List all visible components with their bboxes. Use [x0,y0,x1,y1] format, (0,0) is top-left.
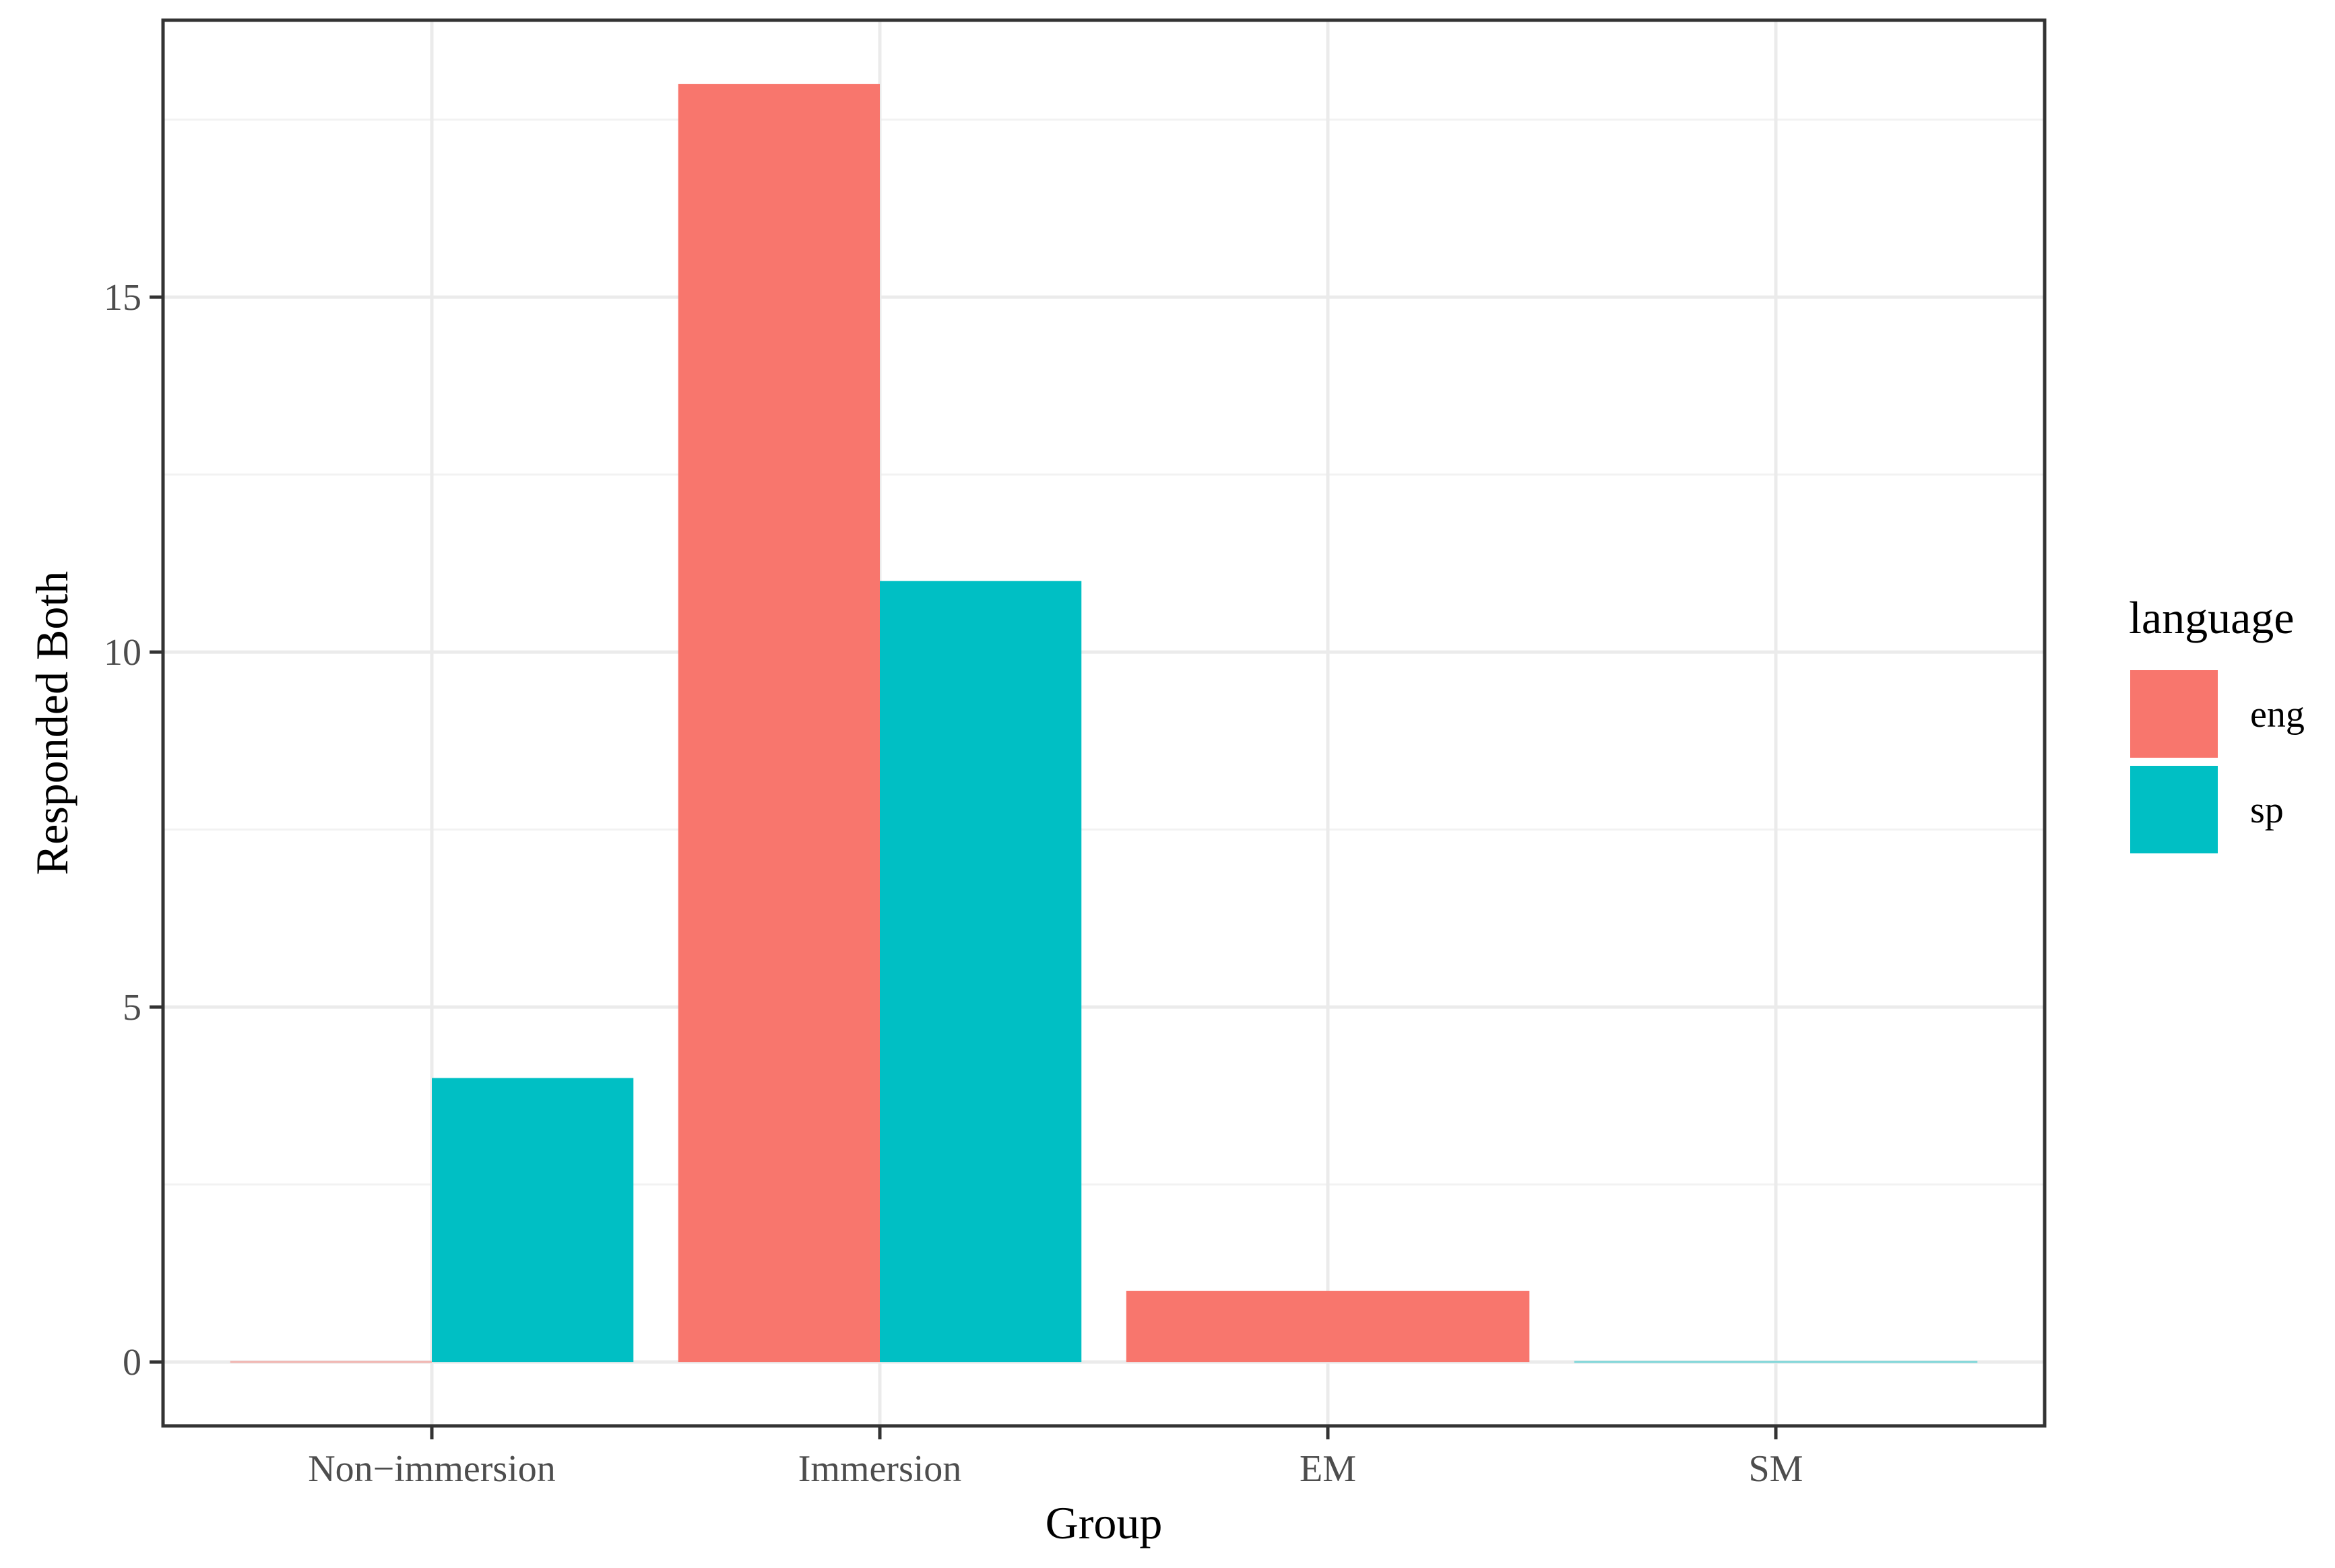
x-tick-label: Non−immersion [308,1448,556,1490]
y-tick-label: 10 [104,632,141,674]
legend: language eng sp [2129,592,2305,853]
bar-sp-1 [880,581,1082,1363]
bars [230,84,1978,1363]
bar-eng-1 [678,84,880,1363]
bar-eng-0 [230,1361,432,1363]
x-tick-label: SM [1749,1448,1803,1490]
y-tick-label: 5 [123,987,141,1028]
x-tick-label: Immersion [798,1448,962,1490]
y-tick-label: 15 [104,277,141,319]
legend-title: language [2129,592,2294,643]
bar-sp-3 [1574,1361,1978,1363]
legend-label-eng: eng [2250,694,2305,736]
x-tick-label: EM [1300,1448,1356,1490]
axes: 0 5 10 15 Non−immersion Immersion EM SM [104,277,1803,1490]
x-axis-title: Group [1046,1497,1163,1548]
bar-sp-0 [432,1078,634,1363]
bar-eng-2 [1126,1291,1530,1363]
legend-key-sp [2130,766,2218,853]
y-axis-title: Responded Both [26,571,77,875]
legend-label-sp: sp [2250,789,2284,831]
plot-panel-border [161,18,2047,1428]
legend-key-eng [2130,670,2218,758]
y-tick-label: 0 [123,1342,141,1383]
